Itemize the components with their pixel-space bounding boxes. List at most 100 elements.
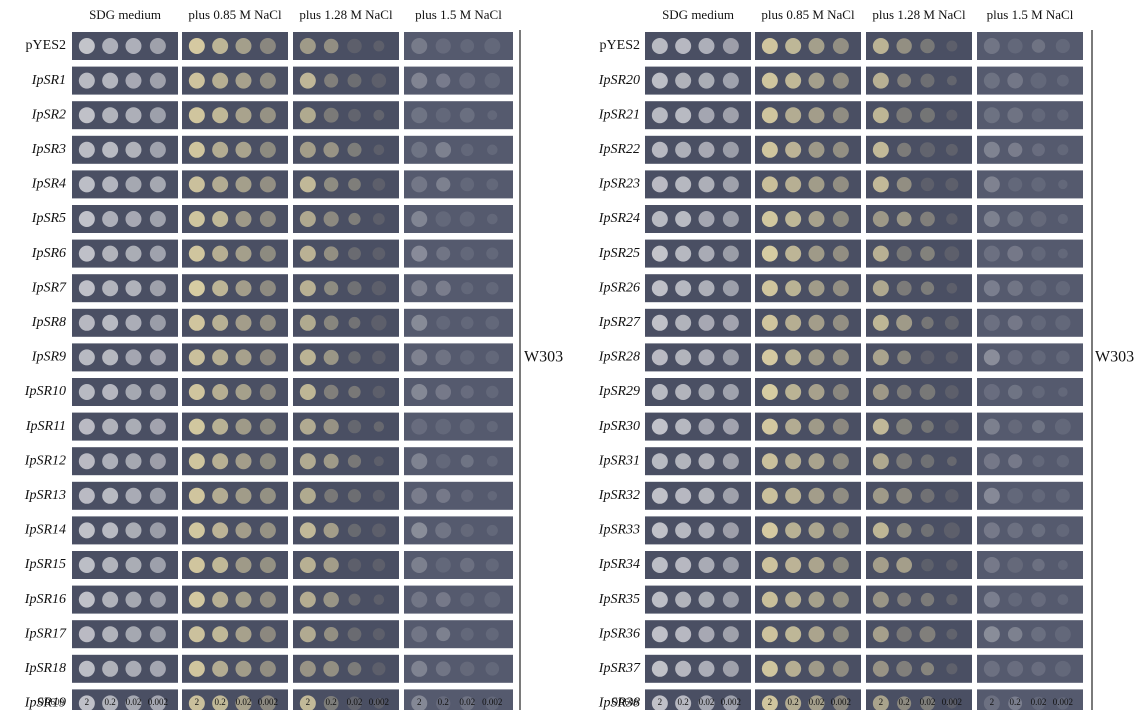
colony-spot <box>259 72 276 89</box>
colony-spot <box>785 107 802 124</box>
strain-label: IpSR18 <box>24 661 66 676</box>
colony-spot <box>808 487 825 504</box>
colony-spot <box>872 107 889 124</box>
colony-spot <box>983 211 1000 227</box>
colony-spot <box>347 454 362 468</box>
colony-spot <box>946 559 958 571</box>
colony-spot <box>259 660 276 677</box>
colony-spot <box>872 314 889 331</box>
colony-spot <box>722 349 739 366</box>
colony-spot <box>212 626 229 643</box>
colony-spot <box>872 72 889 89</box>
colony-spot <box>485 627 499 641</box>
colony-spot <box>102 38 119 54</box>
colony-spot <box>259 557 276 573</box>
colony-spot <box>698 418 715 435</box>
colony-spot <box>487 110 498 121</box>
colony-spot <box>102 280 119 297</box>
colony-spot <box>347 38 362 54</box>
colony-spot <box>371 315 387 331</box>
colony-spot <box>259 245 276 262</box>
colony-spot <box>125 314 142 331</box>
colony-spot <box>983 314 1000 331</box>
colony-spot <box>235 38 252 54</box>
strain-label: IpSR2 <box>31 107 66 122</box>
colony-spot <box>212 384 229 400</box>
od-value: 0.2 <box>678 697 689 707</box>
colony-spot <box>698 453 715 470</box>
plate-strip <box>404 170 513 199</box>
od-label: OD600 <box>612 697 639 707</box>
strain-label: IpSR5 <box>31 211 66 226</box>
plate-strip <box>404 481 513 510</box>
column-header: plus 0.85 M NaCl <box>761 7 855 22</box>
colony-spot <box>896 418 913 435</box>
colony-spot <box>832 314 849 331</box>
strain-label: IpSR7 <box>31 280 67 295</box>
colony-spot <box>435 557 451 573</box>
column-header: plus 1.28 M NaCl <box>299 7 393 22</box>
od-label: OD600 <box>38 697 65 707</box>
colony-spot <box>651 349 668 366</box>
colony-spot <box>919 384 936 400</box>
od-value: 0.002 <box>148 697 168 707</box>
colony-spot <box>785 522 802 539</box>
strain-label: IpSR32 <box>598 488 640 503</box>
colony-spot <box>651 522 668 539</box>
colony-spot <box>1031 626 1046 642</box>
colony-spot <box>722 245 739 262</box>
colony-spot <box>1007 107 1023 123</box>
colony-spot <box>808 453 825 470</box>
colony-spot <box>761 72 778 89</box>
colony-spot <box>125 591 142 608</box>
colony-spot <box>722 453 739 470</box>
colony-spot <box>1032 558 1045 572</box>
colony-spot <box>235 487 252 504</box>
colony-spot <box>1031 696 1046 710</box>
colony-spot <box>1031 39 1046 53</box>
colony-spot <box>299 280 316 297</box>
plate-strip <box>977 101 1083 130</box>
colony-spot <box>920 38 935 54</box>
colony-spot <box>983 522 1000 539</box>
colony-spot <box>722 176 739 193</box>
colony-spot <box>675 418 692 435</box>
colony-spot <box>259 418 276 435</box>
colony-spot <box>78 626 95 643</box>
colony-spot <box>722 591 739 608</box>
colony-spot <box>324 627 339 642</box>
colony-spot <box>785 314 802 331</box>
colony-spot <box>651 107 668 124</box>
colony-spot <box>872 487 889 504</box>
colony-spot <box>347 281 362 296</box>
colony-spot <box>872 245 889 262</box>
colony-spot <box>411 695 428 710</box>
colony-spot <box>348 247 361 261</box>
colony-spot <box>785 384 802 400</box>
column-header: SDG medium <box>662 7 734 22</box>
colony-spot <box>323 522 339 538</box>
colony-spot <box>872 384 889 400</box>
colony-spot <box>832 107 849 124</box>
colony-spot <box>698 211 715 227</box>
colony-spot <box>785 660 802 677</box>
colony-spot <box>460 39 475 53</box>
colony-spot <box>435 211 451 227</box>
colony-spot <box>435 280 451 296</box>
colony-spot <box>921 558 934 572</box>
colony-spot <box>259 522 276 539</box>
colony-spot <box>348 108 361 122</box>
colony-spot <box>785 349 802 366</box>
colony-spot <box>411 384 428 400</box>
colony-spot <box>188 522 205 539</box>
colony-spot <box>761 211 778 227</box>
od-value: 2 <box>306 697 311 707</box>
colony-spot <box>125 245 142 262</box>
colony-spot <box>1057 248 1068 259</box>
plate-strip <box>404 343 513 372</box>
colony-spot <box>435 592 451 608</box>
plate-strip <box>977 343 1083 372</box>
colony-spot <box>485 696 500 710</box>
od-value: 2 <box>658 697 663 707</box>
colony-spot <box>372 558 386 572</box>
